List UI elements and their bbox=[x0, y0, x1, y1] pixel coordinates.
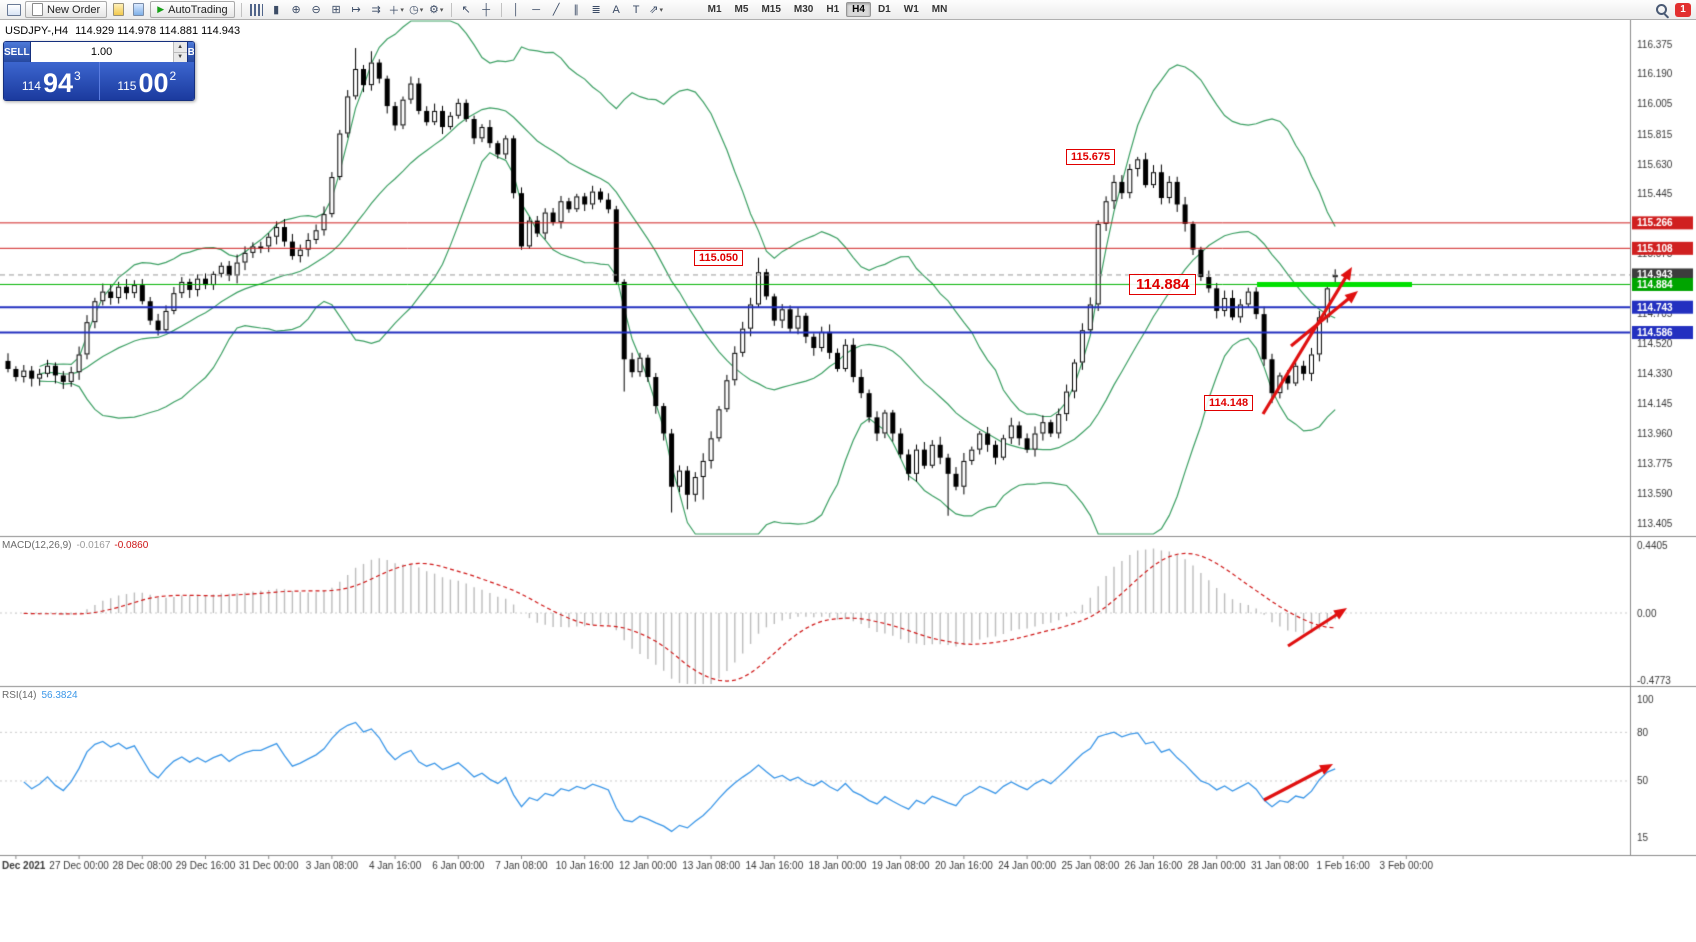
timeframe-H4[interactable]: H4 bbox=[846, 2, 871, 17]
metaeditor-icon[interactable] bbox=[110, 2, 127, 18]
chevron-down-icon: ▾ bbox=[400, 6, 404, 14]
lot-decrease-button[interactable]: ▼ bbox=[173, 52, 187, 62]
toolbar-separator bbox=[450, 2, 452, 17]
notification-badge[interactable]: 1 bbox=[1675, 2, 1691, 17]
chevron-down-icon: ▾ bbox=[439, 6, 444, 14]
cursor-icon[interactable]: ↖ bbox=[461, 4, 471, 16]
text-tool-icon[interactable]: A bbox=[612, 3, 620, 16]
toolbar-separator bbox=[500, 2, 502, 17]
crosshair-icon[interactable]: ┼ bbox=[482, 3, 491, 16]
bar-chart-icon[interactable] bbox=[248, 2, 265, 18]
timeframe-M15[interactable]: M15 bbox=[755, 2, 786, 17]
terminal-icon[interactable] bbox=[130, 2, 147, 18]
periods-icon[interactable]: ◷ ▾ bbox=[409, 4, 424, 16]
timeframe-M30[interactable]: M30 bbox=[788, 2, 819, 17]
search-icon[interactable] bbox=[1654, 2, 1669, 17]
buy-button[interactable]: BUY bbox=[187, 42, 194, 62]
autotrading-button[interactable]: ▶ AutoTrading bbox=[150, 1, 235, 18]
timeframe-M1[interactable]: M1 bbox=[702, 2, 728, 17]
toolbar: New Order ▶ AutoTrading ▮ ⊕ ⊖ ⊞ ↦ ⇉ ＋ ▾ ◷… bbox=[0, 0, 1696, 20]
timeframe-D1[interactable]: D1 bbox=[872, 2, 897, 17]
toolbar-separator bbox=[240, 2, 242, 17]
chart-window-icon[interactable] bbox=[5, 2, 22, 18]
fibonacci-icon[interactable]: ≣ bbox=[591, 4, 601, 16]
zoom-in-icon[interactable]: ⊕ bbox=[291, 4, 301, 16]
text-label-icon[interactable]: T bbox=[632, 3, 640, 16]
chart-shift-icon[interactable]: ⇉ bbox=[371, 4, 381, 16]
play-icon: ▶ bbox=[157, 4, 165, 14]
sell-button[interactable]: SELL bbox=[4, 42, 30, 62]
arrows-tool-icon[interactable]: ⇗ ▾ bbox=[649, 4, 663, 16]
horizontal-line-icon[interactable]: ─ bbox=[532, 3, 541, 16]
trendline-icon[interactable]: ╱ bbox=[552, 4, 560, 16]
lot-increase-button[interactable]: ▲ bbox=[173, 42, 187, 53]
toolbar-right-group: 1 bbox=[1654, 2, 1691, 17]
timeframe-M5[interactable]: M5 bbox=[729, 2, 755, 17]
buy-price[interactable]: 115 00 2 bbox=[117, 68, 177, 98]
timeframe-MN[interactable]: MN bbox=[926, 2, 954, 17]
auto-scroll-icon[interactable]: ↦ bbox=[351, 4, 361, 16]
new-order-icon bbox=[32, 3, 43, 16]
equidistant-channel-icon[interactable]: ∥ bbox=[573, 4, 579, 16]
zoom-out-icon[interactable]: ⊖ bbox=[311, 4, 321, 16]
new-order-label: New Order bbox=[47, 3, 101, 16]
new-order-button[interactable]: New Order bbox=[25, 1, 108, 18]
vertical-line-icon[interactable]: │ bbox=[512, 3, 520, 16]
chevron-down-icon: ▾ bbox=[659, 6, 663, 14]
timeframe-buttons: M1 M5 M15 M30 H1 H4 D1 W1 MN bbox=[702, 2, 954, 17]
chevron-down-icon: ▾ bbox=[419, 6, 424, 14]
templates-icon[interactable]: ⚙ ▾ bbox=[428, 4, 444, 16]
tile-windows-icon[interactable]: ⊞ bbox=[331, 4, 341, 16]
autotrading-label: AutoTrading bbox=[168, 3, 228, 16]
candlestick-chart-icon[interactable]: ▮ bbox=[273, 4, 280, 16]
lot-spinner: ▲ ▼ bbox=[172, 42, 187, 62]
timeframe-H1[interactable]: H1 bbox=[820, 2, 845, 17]
indicators-icon[interactable]: ＋ ▾ bbox=[388, 4, 404, 17]
lot-input[interactable] bbox=[30, 42, 173, 62]
sell-price[interactable]: 114 94 3 bbox=[4, 62, 100, 100]
timeframe-W1[interactable]: W1 bbox=[898, 2, 925, 17]
